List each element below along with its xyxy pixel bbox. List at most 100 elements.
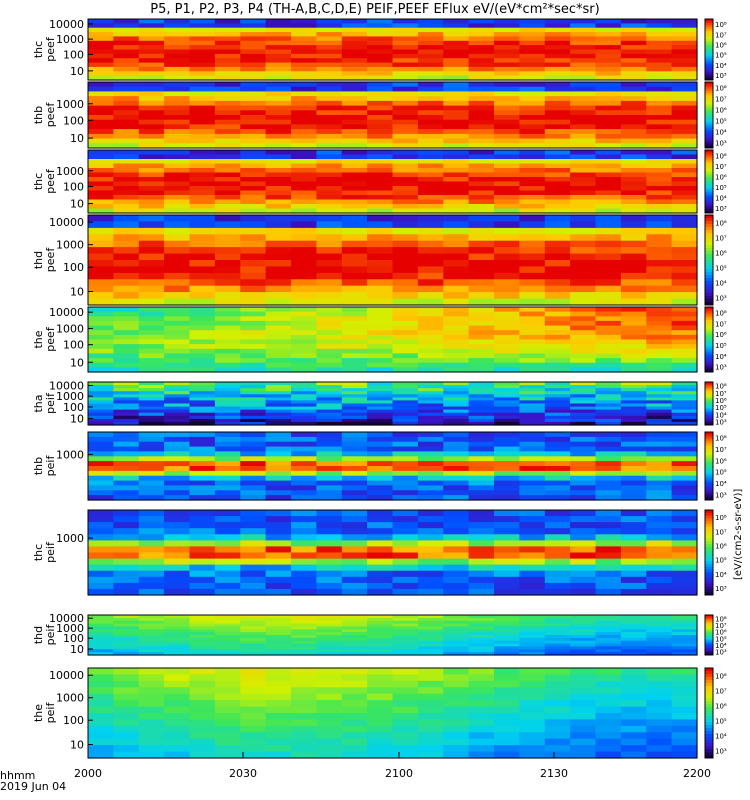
spectrogram-cell bbox=[113, 32, 140, 38]
spectrogram-cell bbox=[189, 208, 216, 214]
spectrogram-cell bbox=[341, 745, 368, 753]
spectrogram-cell bbox=[671, 129, 698, 135]
spectrogram-cell bbox=[646, 298, 673, 306]
spectrogram-cell bbox=[468, 626, 495, 630]
spectrogram-cell bbox=[138, 75, 165, 81]
spectrogram-cell bbox=[519, 649, 546, 653]
spectrogram-cell bbox=[164, 451, 191, 457]
spectrogram-cell bbox=[646, 576, 673, 584]
spectrogram-cell bbox=[671, 367, 698, 373]
spectrogram-cell bbox=[240, 129, 267, 135]
spectrogram-cell bbox=[468, 266, 495, 274]
spectrogram-cell bbox=[88, 307, 114, 313]
colorbar-cell bbox=[705, 189, 713, 193]
spectrogram-cell bbox=[671, 391, 698, 395]
spectrogram-cell bbox=[341, 522, 368, 529]
spectrogram-cell bbox=[138, 436, 165, 443]
spectrogram-cell bbox=[164, 643, 191, 648]
spectrogram-cell bbox=[646, 285, 673, 293]
spectrogram-cell bbox=[646, 138, 673, 144]
spectrogram-cell bbox=[392, 330, 419, 336]
spectrogram-cell bbox=[240, 49, 267, 55]
spectrogram-cell bbox=[214, 334, 241, 341]
colorbar-cell bbox=[705, 317, 713, 321]
spectrogram-cell bbox=[570, 49, 597, 55]
spectrogram-cell bbox=[468, 629, 495, 633]
spectrogram-cell bbox=[291, 745, 317, 753]
spectrogram-cell bbox=[316, 163, 343, 169]
spectrogram-cell bbox=[367, 143, 394, 149]
colorbar-cell bbox=[705, 328, 713, 332]
spectrogram-cell bbox=[671, 266, 698, 274]
spectrogram-cell bbox=[519, 570, 546, 578]
spectrogram-cell bbox=[164, 540, 191, 548]
spectrogram-cell bbox=[367, 105, 394, 111]
panel-frame bbox=[87, 614, 698, 656]
spectrogram-cell bbox=[620, 412, 647, 417]
spectrogram-cell bbox=[291, 617, 317, 622]
spectrogram-cell bbox=[544, 234, 571, 242]
spectrogram-cell bbox=[671, 247, 698, 255]
spectrogram-cell bbox=[240, 23, 267, 29]
spectrogram-cell bbox=[367, 311, 394, 317]
spectrogram-cell bbox=[164, 409, 191, 414]
colorbar-tick-label: 10⁸ bbox=[715, 85, 727, 93]
spectrogram-cell bbox=[671, 738, 698, 746]
spectrogram-cell bbox=[392, 436, 419, 443]
spectrogram-cell bbox=[88, 334, 114, 341]
spectrogram-cell bbox=[620, 409, 647, 414]
spectrogram-cell bbox=[468, 227, 495, 235]
spectrogram-cell bbox=[443, 451, 470, 457]
spectrogram-cell bbox=[341, 546, 368, 554]
spectrogram-cell bbox=[341, 124, 368, 130]
spectrogram-cell bbox=[443, 570, 470, 578]
spectrogram-cell bbox=[468, 27, 495, 33]
spectrogram-cell bbox=[570, 510, 597, 517]
spectrogram-cell bbox=[620, 348, 647, 354]
spectrogram-cell bbox=[570, 215, 597, 222]
spectrogram-cell bbox=[646, 480, 673, 487]
spectrogram-cell bbox=[519, 391, 546, 395]
colorbar-cell bbox=[705, 311, 713, 314]
colorbar-cell bbox=[705, 19, 713, 22]
spectrogram-cell bbox=[291, 36, 317, 42]
spectrogram-cell bbox=[494, 528, 520, 535]
colorbar-cell bbox=[705, 290, 713, 294]
spectrogram-cell bbox=[443, 738, 470, 746]
spectrogram-cell bbox=[646, 82, 673, 88]
spectrogram-cell bbox=[671, 195, 698, 201]
spectrogram-cell bbox=[494, 403, 520, 408]
spectrogram-cell bbox=[189, 713, 216, 720]
spectrogram-cell bbox=[646, 234, 673, 242]
colorbar-cell bbox=[705, 617, 713, 620]
spectrogram-cell bbox=[291, 516, 317, 523]
spectrogram-cell bbox=[113, 71, 140, 77]
colorbar-cell bbox=[705, 245, 713, 249]
spectrogram-cell bbox=[392, 719, 419, 727]
spectrogram-cell bbox=[620, 27, 647, 33]
spectrogram-cell bbox=[468, 400, 495, 405]
spectrogram-cell bbox=[341, 71, 368, 77]
spectrogram-cell bbox=[164, 680, 191, 688]
spectrogram-cell bbox=[671, 495, 698, 501]
spectrogram-cell bbox=[544, 564, 571, 572]
spectrogram-cell bbox=[671, 456, 698, 462]
spectrogram-cell bbox=[316, 49, 343, 55]
spectrogram-cell bbox=[544, 348, 571, 354]
spectrogram-cell bbox=[240, 58, 267, 64]
spectrogram-cell bbox=[113, 19, 140, 24]
spectrogram-cell bbox=[367, 412, 394, 417]
colorbar-cell bbox=[705, 75, 713, 79]
spectrogram-cell bbox=[367, 227, 394, 235]
spectrogram-cell bbox=[189, 292, 216, 300]
colorbar-cell bbox=[705, 352, 713, 356]
spectrogram-cell bbox=[570, 403, 597, 408]
colorbar-cell bbox=[705, 101, 713, 105]
spectrogram-cell bbox=[468, 674, 495, 682]
spectrogram-cell bbox=[494, 564, 520, 572]
spectrogram-cell bbox=[341, 490, 368, 496]
spectrogram-cell bbox=[367, 253, 394, 261]
spectrogram-cell bbox=[494, 266, 520, 274]
spectrogram-cell bbox=[265, 53, 292, 59]
spectrogram-cell bbox=[417, 382, 444, 386]
